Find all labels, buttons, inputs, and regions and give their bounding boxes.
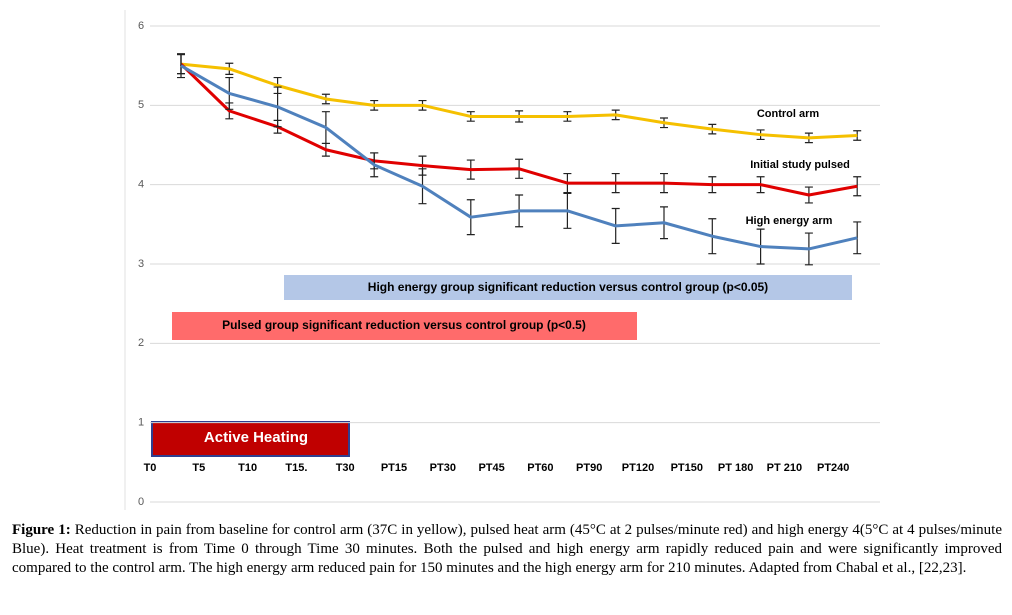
annotation: Active Heating	[204, 429, 308, 446]
error-bar	[853, 176, 862, 197]
caption-text: Reduction in pain from baseline for cont…	[12, 522, 1002, 576]
x-tick-label: PT90	[576, 462, 602, 474]
x-tick-label: PT15	[381, 462, 407, 474]
series-line	[180, 64, 858, 251]
annotation: Pulsed group significant reduction versu…	[222, 318, 586, 332]
series-label: Initial study pulsed	[750, 159, 850, 171]
annotation-box	[284, 275, 852, 300]
x-tick-label: PT240	[817, 462, 849, 474]
x-tick-label: T0	[144, 462, 157, 474]
annotation-box	[151, 421, 350, 457]
annotation: High energy group significant reduction …	[368, 280, 768, 294]
series-line	[180, 62, 858, 140]
annotation-box	[172, 312, 637, 340]
x-tick-label: PT45	[478, 462, 504, 474]
y-tick-label: 3	[138, 258, 144, 270]
x-tick-label: PT 210	[767, 462, 802, 474]
chart: High energy group significant reduction …	[124, 10, 880, 510]
series-label: Control arm	[757, 108, 820, 120]
x-tick-label: PT60	[527, 462, 553, 474]
y-tick-label: 0	[138, 496, 144, 508]
x-tick-label: T5	[192, 462, 205, 474]
x-tick-label: PT120	[622, 462, 654, 474]
series-line	[179, 63, 858, 197]
x-tick-label: PT 180	[718, 462, 753, 474]
caption-label: Figure 1:	[12, 522, 71, 538]
x-tick-label: T30	[336, 462, 355, 474]
y-tick-label: 5	[138, 99, 144, 111]
series-label: High energy arm	[746, 215, 833, 227]
y-tick-label: 1	[138, 417, 144, 429]
x-tick-label: T10	[238, 462, 257, 474]
x-tick-label: PT30	[430, 462, 456, 474]
y-tick-label: 6	[138, 20, 144, 32]
y-tick-label: 4	[138, 179, 144, 191]
caption: Figure 1: Reduction in pain from baselin…	[12, 521, 1002, 578]
y-tick-label: 2	[138, 337, 144, 349]
x-tick-label: PT150	[671, 462, 703, 474]
x-tick-label: T15.	[285, 462, 307, 474]
